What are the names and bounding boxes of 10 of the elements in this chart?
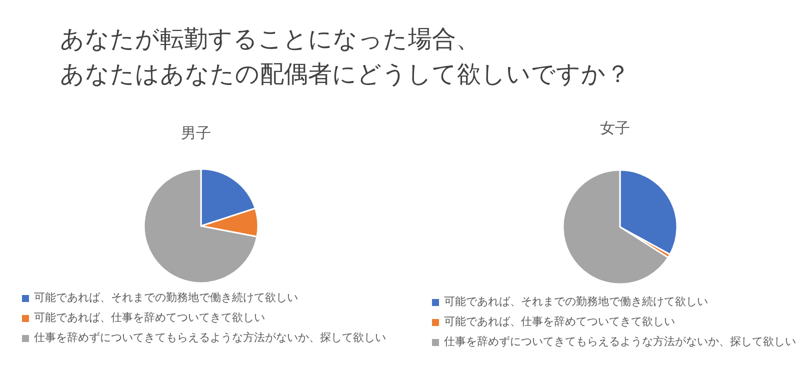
pie-slice [143, 168, 258, 284]
legend-label: 仕事を辞めずについてきてもらえるような方法がないか、探して欲しい [444, 334, 796, 350]
chart-title: あなたが転勤することになった場合、あなたはあなたの配偶者にどうして欲しいですか？ [60, 24, 630, 90]
legend-label: 可能であれば、仕事を辞めてついてきて欲しい [444, 314, 675, 330]
legend-label: 可能であれば、仕事を辞めてついてきて欲しい [34, 310, 265, 326]
legend-label: 仕事を辞めずについてきてもらえるような方法がないか、探して欲しい [34, 330, 386, 346]
chart-subtitle: 男子 [180, 124, 212, 143]
chart-subtitle: 女子 [599, 119, 631, 138]
legend-label: 可能であれば、それまでの勤務地で働き続けて欲しい [34, 290, 298, 306]
legend-label: 可能であれば、それまでの勤務地で働き続けて欲しい [444, 294, 708, 310]
